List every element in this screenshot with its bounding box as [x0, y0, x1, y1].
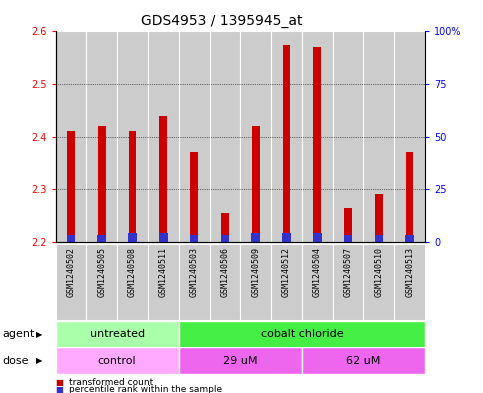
Bar — [179, 347, 302, 374]
Bar — [117, 31, 148, 242]
Text: GSM1240502: GSM1240502 — [67, 248, 75, 298]
Bar — [210, 31, 240, 242]
Bar — [67, 131, 75, 242]
Bar — [394, 31, 425, 242]
Text: ▶: ▶ — [36, 356, 42, 365]
Text: 62 uM: 62 uM — [346, 356, 381, 366]
Text: GSM1240506: GSM1240506 — [220, 248, 229, 298]
Text: GSM1240513: GSM1240513 — [405, 248, 414, 298]
Text: GSM1240507: GSM1240507 — [343, 248, 353, 298]
Bar — [240, 31, 271, 242]
Bar — [179, 321, 425, 348]
Bar — [313, 47, 321, 242]
Text: control: control — [98, 356, 136, 366]
Bar — [333, 244, 364, 320]
Bar — [67, 235, 75, 242]
Text: GSM1240509: GSM1240509 — [251, 248, 260, 298]
Text: GSM1240511: GSM1240511 — [159, 248, 168, 298]
Bar — [128, 131, 136, 242]
Bar — [159, 116, 167, 242]
Bar — [302, 244, 333, 320]
Text: GSM1240504: GSM1240504 — [313, 248, 322, 298]
Bar — [179, 31, 210, 242]
Bar — [210, 244, 240, 320]
Bar — [405, 235, 414, 242]
Text: agent: agent — [2, 329, 35, 340]
Bar — [148, 31, 179, 242]
Text: GSM1240512: GSM1240512 — [282, 248, 291, 298]
Bar — [86, 244, 117, 320]
Bar — [252, 233, 260, 242]
Bar — [179, 244, 210, 320]
Bar — [271, 31, 302, 242]
Bar — [221, 235, 229, 242]
Bar — [56, 347, 179, 374]
Bar — [364, 244, 394, 320]
Bar — [221, 213, 229, 242]
Bar — [406, 152, 413, 242]
Text: ▶: ▶ — [36, 330, 42, 339]
Bar — [302, 31, 333, 242]
Bar — [375, 235, 383, 242]
Text: cobalt chloride: cobalt chloride — [260, 329, 343, 340]
Bar — [86, 31, 117, 242]
Text: percentile rank within the sample: percentile rank within the sample — [69, 385, 222, 393]
Bar — [364, 31, 394, 242]
Text: GSM1240508: GSM1240508 — [128, 248, 137, 298]
Bar — [282, 233, 291, 242]
Bar — [190, 235, 199, 242]
Text: GSM1240505: GSM1240505 — [97, 248, 106, 298]
Bar — [283, 44, 290, 242]
Bar — [148, 244, 179, 320]
Text: GSM1240503: GSM1240503 — [190, 248, 199, 298]
Bar — [240, 244, 271, 320]
Bar — [128, 233, 137, 242]
Bar — [302, 347, 425, 374]
Bar — [190, 152, 198, 242]
Bar — [375, 195, 383, 242]
Text: 29 uM: 29 uM — [223, 356, 257, 366]
Text: ■: ■ — [56, 385, 63, 393]
Bar — [98, 235, 106, 242]
Bar — [117, 244, 148, 320]
Bar — [56, 244, 86, 320]
Bar — [344, 208, 352, 242]
Bar — [56, 31, 86, 242]
Text: transformed count: transformed count — [69, 378, 153, 387]
Bar — [344, 235, 352, 242]
Bar — [313, 233, 322, 242]
Bar — [159, 233, 168, 242]
Bar — [98, 126, 106, 242]
Bar — [333, 31, 364, 242]
Text: ■: ■ — [56, 378, 63, 387]
Text: GSM1240510: GSM1240510 — [374, 248, 384, 298]
Text: untreated: untreated — [89, 329, 145, 340]
Bar — [394, 244, 425, 320]
Text: dose: dose — [2, 356, 29, 366]
Bar — [271, 244, 302, 320]
Bar — [56, 321, 179, 348]
Bar — [252, 126, 259, 242]
Text: GDS4953 / 1395945_at: GDS4953 / 1395945_at — [142, 14, 303, 28]
